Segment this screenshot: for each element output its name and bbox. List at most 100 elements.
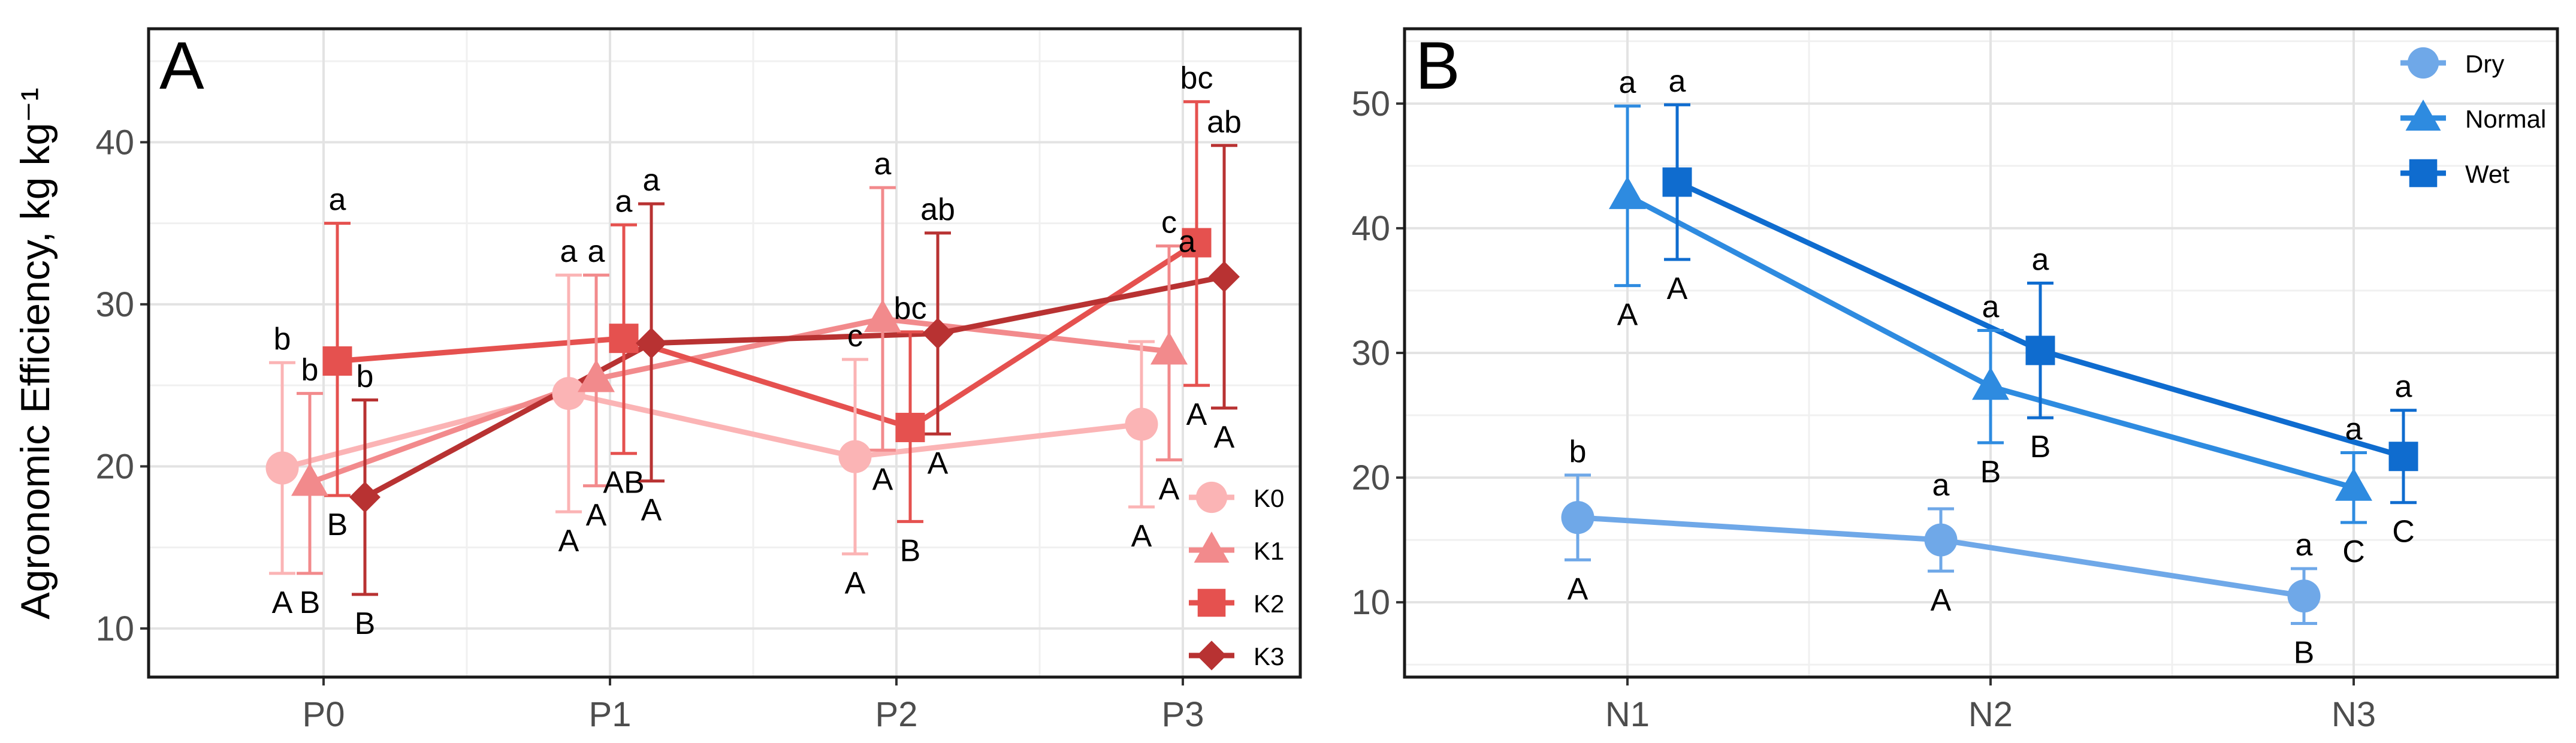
data-point-wet [2388,442,2418,472]
data-point-k2 [895,412,925,442]
data-point-k2 [322,346,352,376]
significance-letter-upper: B [1980,455,2001,490]
data-point-dry [1924,523,1958,557]
data-point-k1 [1150,331,1188,365]
significance-letter-upper: B [300,585,321,620]
legend-key-k1 [1194,531,1230,563]
significance-letter-upper: A [845,566,866,600]
legend-label: K2 [1254,590,1284,618]
legend-key-k3 [1197,641,1227,670]
significance-letter-lower: b [357,359,374,394]
x-tick-label: P3 [1162,695,1204,734]
significance-letter-lower: a [1932,468,1950,503]
significance-letter-upper: A [872,462,893,497]
significance-letter-lower: a [329,183,346,218]
data-point-normal [2335,468,2372,501]
significance-letter-upper: A [1931,583,1952,618]
x-tick-label: N3 [2332,695,2376,734]
significance-letter-lower: ab [1207,105,1242,140]
series-line-k0 [281,391,1142,471]
data-point-k0 [265,451,299,485]
y-tick-label: 50 [1351,84,1390,123]
significance-letter-upper: A [586,498,607,533]
significance-letter-lower: c [1161,205,1177,240]
significance-letter-upper: AB [603,466,644,500]
significance-letter-upper: A [928,446,949,481]
series-line-k2 [337,240,1198,430]
data-point-k1 [578,359,615,392]
significance-letter-upper: A [1617,298,1638,333]
x-tick-label: P0 [303,695,345,734]
legend-key-k0 [1195,481,1228,514]
panel-label: B [1415,28,1460,103]
panel-border [147,27,1302,679]
legend-label: Dry [2465,50,2504,78]
significance-letter-upper: A [1131,519,1152,554]
significance-letter-lower: b [301,353,319,388]
significance-letter-lower: c [847,319,863,354]
y-tick-label: 20 [1351,458,1390,497]
significance-letter-upper: B [327,508,348,542]
y-tick-label: 30 [1351,334,1390,373]
x-tick-label: P2 [875,695,918,734]
x-tick-label: P1 [589,695,632,734]
significance-letter-upper: A [558,524,579,558]
data-point-k3 [1209,261,1240,292]
significance-letter-upper: C [2342,534,2365,569]
legend-label: Normal [2465,105,2546,133]
significance-letter-upper: A [1186,397,1207,432]
significance-letter-lower: a [615,184,633,219]
legend-key-wet [2409,159,2438,188]
y-tick-label: 30 [95,285,134,324]
panel-border [1403,27,2559,679]
data-point-k2 [1182,228,1212,258]
significance-letter-lower: a [1179,224,1196,259]
significance-letter-upper: B [2294,636,2315,670]
panel-label: A [159,28,204,103]
series-line-k3 [363,274,1225,500]
significance-letter-lower: a [2395,370,2412,404]
data-point-k0 [552,377,585,410]
data-point-wet [2025,336,2055,366]
data-point-k2 [609,324,639,354]
significance-letter-upper: A [1568,572,1589,606]
x-tick-label: N1 [1605,695,1650,734]
significance-letter-lower: a [2345,412,2363,446]
data-point-k3 [922,318,953,349]
x-tick-label: N2 [1968,695,2013,734]
significance-letter-lower: a [1982,290,2000,325]
data-point-k3 [349,481,380,513]
data-point-normal [1609,176,1646,209]
significance-letter-upper: B [2030,430,2051,464]
data-point-wet [1662,167,1692,197]
significance-letter-lower: b [274,322,291,357]
significance-letter-lower: a [2032,242,2049,277]
significance-letter-lower: a [588,234,605,269]
significance-letter-upper: B [355,606,376,641]
significance-letter-lower: ab [920,192,955,227]
y-tick-label: 10 [1351,583,1390,622]
significance-letter-upper: A [1667,271,1688,306]
y-tick-label: 20 [95,447,134,486]
legend-label: K1 [1254,537,1284,565]
legend-label: K0 [1254,484,1284,512]
legend-key-normal [2405,99,2441,131]
data-point-dry [1561,501,1594,534]
y-tick-label: 40 [95,123,134,162]
significance-letter-lower: a [2296,528,2313,563]
y-tick-label: 40 [1351,209,1390,248]
significance-letter-lower: b [1569,434,1587,469]
data-point-k1 [291,463,328,496]
data-point-dry [2287,579,2321,613]
significance-letter-upper: A [641,493,662,528]
significance-letter-lower: bc [894,291,927,326]
significance-letter-lower: a [560,234,578,269]
significance-letter-upper: C [2392,515,2415,549]
data-point-k1 [864,299,901,333]
significance-letter-lower: bc [1180,61,1213,96]
significance-letter-lower: a [1619,65,1636,100]
data-point-k3 [636,327,667,359]
